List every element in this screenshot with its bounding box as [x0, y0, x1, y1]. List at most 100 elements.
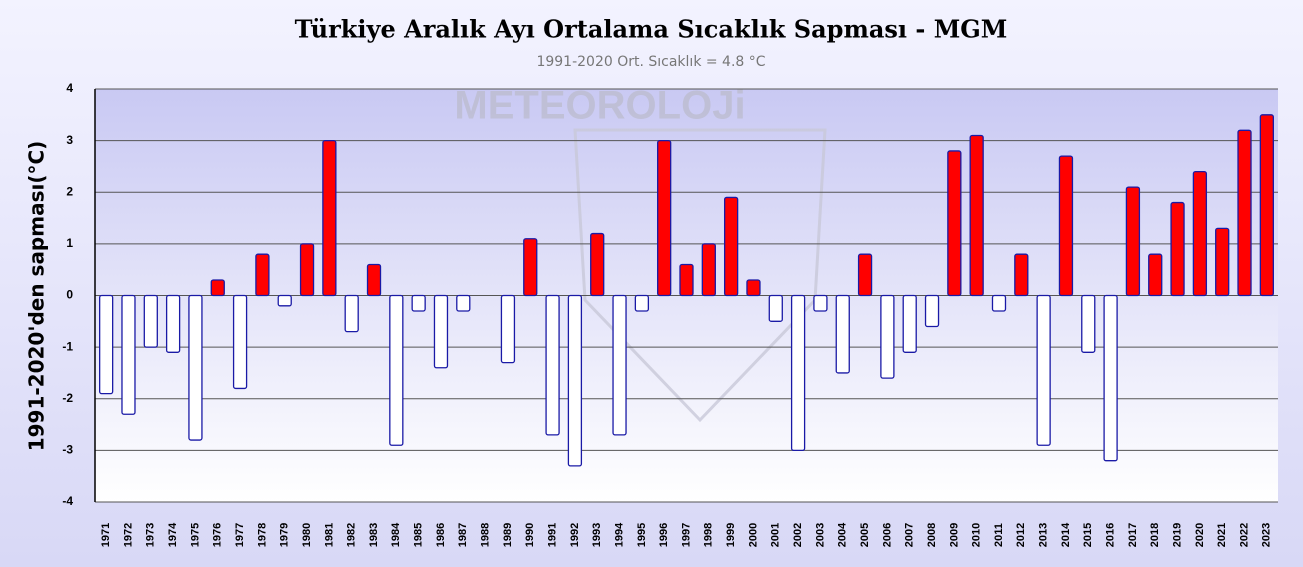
x-tick-label: 2000: [747, 523, 759, 547]
x-tick-label: 1978: [256, 523, 268, 547]
x-tick-label: 1977: [234, 523, 246, 547]
x-tick-label: 1974: [167, 522, 179, 547]
bar: [1126, 187, 1139, 295]
bar: [412, 296, 425, 311]
y-tick-label: 4: [66, 81, 73, 95]
x-tick-label: 1975: [189, 523, 201, 547]
bar: [881, 296, 894, 379]
bar: [680, 265, 693, 296]
bar: [702, 244, 715, 296]
bar: [301, 244, 314, 296]
x-tick-label: 2022: [1238, 523, 1250, 547]
x-tick-label: 2005: [859, 523, 871, 547]
bar: [1104, 296, 1117, 461]
x-tick-label: 1995: [636, 523, 648, 547]
x-tick-label: 1991: [546, 523, 558, 547]
x-tick-label: 2019: [1171, 523, 1183, 547]
bar: [368, 265, 381, 296]
bar: [769, 296, 782, 322]
x-tick-label: 1973: [145, 523, 157, 547]
x-tick-label: 2018: [1149, 523, 1161, 547]
bar: [948, 151, 961, 296]
x-tick-label: 1992: [569, 523, 581, 547]
y-tick-label: 0: [66, 288, 73, 302]
bar: [1082, 296, 1095, 353]
bar: [1149, 254, 1162, 295]
bar: [501, 296, 514, 363]
x-tick-label: 2017: [1127, 523, 1139, 547]
bar: [1059, 156, 1072, 295]
chart: METEOROLOJi Türkiye Aralık Ayı Ortalama …: [0, 0, 1303, 567]
x-tick-label: 2023: [1261, 523, 1273, 547]
bar: [1037, 296, 1050, 446]
x-tick-label: 2012: [1015, 523, 1027, 547]
x-tick-label: 1979: [279, 523, 291, 547]
bar: [658, 141, 671, 296]
x-tick-label: 1984: [390, 522, 402, 547]
chart-subtitle: 1991-2020 Ort. Sıcaklık = 4.8 °C: [536, 54, 765, 70]
x-tick-label: 1980: [301, 523, 313, 547]
x-tick-label: 1994: [613, 522, 625, 547]
x-tick-label: 2016: [1105, 523, 1117, 547]
x-tick-label: 2003: [814, 523, 826, 547]
page: {"chart_data": { "type": "bar", "title":…: [0, 0, 1303, 567]
x-tick-label: 2007: [904, 523, 916, 547]
x-tick-label: 2010: [971, 523, 983, 547]
x-tick-label: 1986: [435, 523, 447, 547]
x-tick-label: 1993: [591, 523, 603, 547]
bar: [992, 296, 1005, 311]
bar: [568, 296, 581, 466]
x-tick-label: 1981: [323, 523, 335, 547]
watermark: METEOROLOJi: [454, 84, 745, 128]
x-tick-label: 1983: [368, 523, 380, 547]
bar: [859, 254, 872, 295]
x-tick-label: 2006: [881, 523, 893, 547]
bar: [613, 296, 626, 435]
bar: [144, 296, 157, 348]
bar: [211, 280, 224, 295]
x-tick-label: 1989: [502, 523, 514, 547]
bar: [903, 296, 916, 353]
y-tick-label: 3: [66, 133, 73, 147]
bar: [524, 239, 537, 296]
bar: [725, 197, 738, 295]
bar: [1216, 228, 1229, 295]
bar: [100, 296, 113, 394]
bar: [792, 296, 805, 451]
bar: [926, 296, 939, 327]
bar: [635, 296, 648, 311]
x-tick-label: 1971: [100, 523, 112, 547]
x-tick-label: 2015: [1082, 523, 1094, 547]
x-tick-label: 2002: [792, 523, 804, 547]
y-tick-label: 1: [66, 236, 73, 250]
chart-title: Türkiye Aralık Ayı Ortalama Sıcaklık Sap…: [295, 15, 1008, 44]
bar: [323, 141, 336, 296]
y-tick-label: -1: [62, 339, 73, 353]
bar: [747, 280, 760, 295]
x-tick-label: 1997: [680, 523, 692, 547]
x-tick-label: 1985: [413, 523, 425, 547]
bar: [591, 234, 604, 296]
y-tick-label: 2: [66, 184, 73, 198]
x-tick-label: 1987: [457, 523, 469, 547]
y-tick-label: -4: [62, 494, 73, 508]
x-tick-label: 1988: [480, 523, 492, 547]
x-tick-label: 1999: [725, 523, 737, 547]
y-tick-label: -2: [62, 391, 73, 405]
x-tick-label: 2009: [948, 523, 960, 547]
bar: [1015, 254, 1028, 295]
bar: [1171, 203, 1184, 296]
bar: [345, 296, 358, 332]
x-tick-label: 1976: [212, 523, 224, 547]
x-tick-label: 2011: [993, 523, 1005, 547]
x-tick-label: 1998: [703, 523, 715, 547]
bar: [278, 296, 291, 306]
x-tick-label: 2001: [770, 523, 782, 547]
x-tick-label: 2013: [1038, 523, 1050, 547]
x-tick-label: 1972: [122, 523, 134, 547]
x-tick-label: 1996: [658, 523, 670, 547]
bar: [836, 296, 849, 373]
y-tick-label: -3: [62, 443, 73, 457]
bar: [234, 296, 247, 389]
bar: [122, 296, 135, 415]
